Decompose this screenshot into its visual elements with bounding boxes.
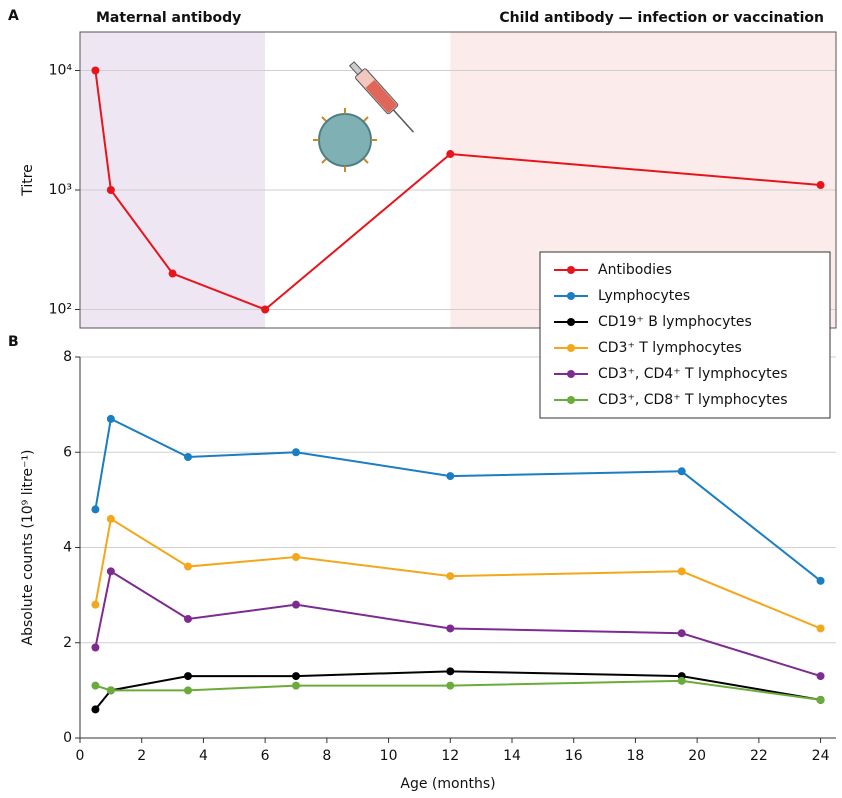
- data-point: [292, 448, 300, 456]
- legend-label: CD3⁺ T lymphocytes: [598, 340, 742, 356]
- data-point: [107, 415, 115, 423]
- y-axis-label: Absolute counts (10⁹ litre⁻¹): [20, 449, 36, 645]
- y-tick-label: 10³: [49, 182, 72, 198]
- x-tick-label: 16: [565, 748, 583, 764]
- x-tick-label: 12: [441, 748, 459, 764]
- data-point: [184, 453, 192, 461]
- x-tick-label: 0: [76, 748, 85, 764]
- y-tick-label: 10⁴: [49, 63, 73, 79]
- y-tick-label: 0: [63, 730, 72, 746]
- data-point: [184, 672, 192, 680]
- y-axis-label: Titre: [20, 164, 36, 197]
- data-point: [817, 672, 825, 680]
- data-point: [91, 67, 99, 75]
- region-label: Maternal antibody: [96, 10, 241, 26]
- x-tick-label: 18: [627, 748, 645, 764]
- data-point: [107, 186, 115, 194]
- data-point: [91, 705, 99, 713]
- data-point: [817, 624, 825, 632]
- data-point: [184, 686, 192, 694]
- y-tick-label: 8: [63, 349, 72, 365]
- legend-swatch-dot: [567, 292, 575, 300]
- series-line: [95, 571, 820, 676]
- data-point: [817, 577, 825, 585]
- data-point: [107, 567, 115, 575]
- series-line: [95, 519, 820, 629]
- chart: A B Maternal antibody Child antibody — in…: [0, 0, 842, 798]
- data-point: [817, 181, 825, 189]
- x-tick-label: 24: [812, 748, 830, 764]
- x-tick-label: 10: [380, 748, 398, 764]
- data-point: [678, 677, 686, 685]
- x-tick-label: 6: [261, 748, 270, 764]
- y-tick-label: 2: [63, 635, 72, 651]
- data-point: [446, 667, 454, 675]
- data-point: [107, 686, 115, 694]
- data-point: [292, 682, 300, 690]
- legend-label: Lymphocytes: [598, 288, 690, 304]
- region-label: Child antibody — infection or vaccinatio…: [499, 10, 824, 26]
- data-point: [678, 567, 686, 575]
- x-tick-label: 20: [688, 748, 706, 764]
- series-line: [95, 419, 820, 581]
- data-point: [292, 672, 300, 680]
- legend-swatch-dot: [567, 266, 575, 274]
- shaded-region: [80, 32, 265, 328]
- legend-label: CD19⁺ B lymphocytes: [598, 314, 752, 330]
- data-point: [91, 682, 99, 690]
- legend-swatch-dot: [567, 344, 575, 352]
- legend-label: Antibodies: [598, 262, 672, 278]
- data-point: [261, 305, 269, 313]
- legend-label: CD3⁺, CD4⁺ T lymphocytes: [598, 366, 788, 382]
- data-point: [107, 515, 115, 523]
- data-point: [678, 629, 686, 637]
- y-tick-label: 10²: [49, 301, 72, 317]
- data-point: [169, 270, 177, 278]
- panel-letter: B: [8, 334, 19, 350]
- data-point: [817, 696, 825, 704]
- y-tick-label: 4: [63, 540, 72, 556]
- x-tick-label: 4: [199, 748, 208, 764]
- data-point: [184, 615, 192, 623]
- data-point: [446, 150, 454, 158]
- data-point: [91, 601, 99, 609]
- x-tick-label: 8: [322, 748, 331, 764]
- data-point: [292, 601, 300, 609]
- data-point: [292, 553, 300, 561]
- data-point: [184, 563, 192, 571]
- x-axis-label: Age (months): [400, 776, 495, 792]
- data-point: [678, 467, 686, 475]
- virus: [319, 114, 371, 166]
- legend-swatch-dot: [567, 370, 575, 378]
- virus-syringe-illustration: [313, 59, 419, 172]
- y-tick-label: 6: [63, 444, 72, 460]
- data-point: [446, 624, 454, 632]
- legend-swatch-dot: [567, 396, 575, 404]
- data-point: [446, 572, 454, 580]
- x-tick-label: 22: [750, 748, 768, 764]
- legend-label: CD3⁺, CD8⁺ T lymphocytes: [598, 392, 788, 408]
- panel-letter: A: [8, 8, 19, 24]
- data-point: [446, 682, 454, 690]
- legend-swatch-dot: [567, 318, 575, 326]
- x-tick-label: 2: [137, 748, 146, 764]
- data-point: [91, 644, 99, 652]
- series-line: [95, 681, 820, 700]
- data-point: [446, 472, 454, 480]
- data-point: [91, 505, 99, 513]
- x-tick-label: 14: [503, 748, 521, 764]
